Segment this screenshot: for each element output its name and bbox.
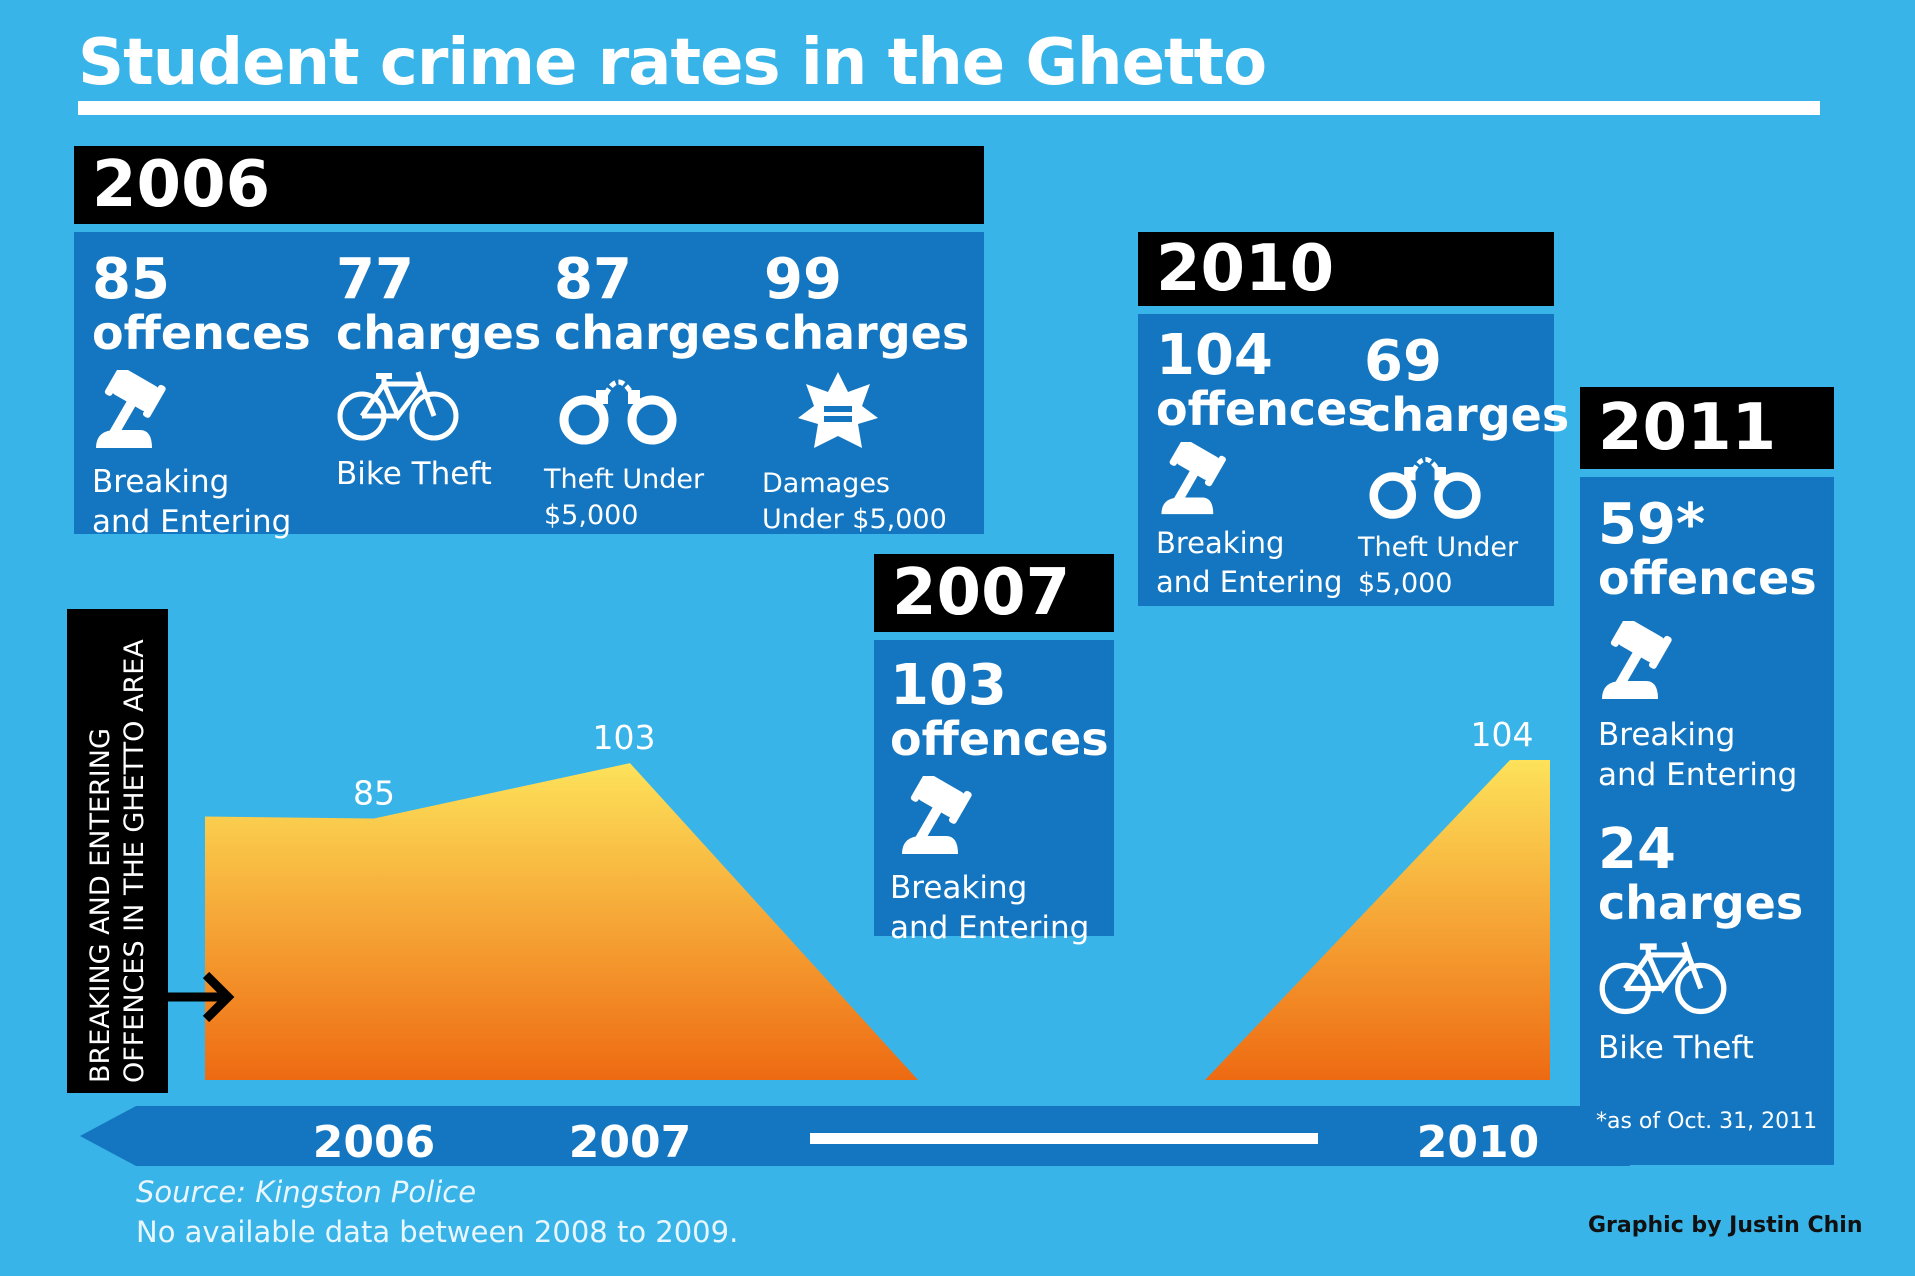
data-gap-note: No available data between 2008 to 2009. <box>136 1215 739 1249</box>
value-label-2010: 104 <box>1471 715 1534 754</box>
year-header-2007: 2007 <box>874 554 1114 632</box>
data-gap-line <box>810 1133 1318 1144</box>
bicycle-icon <box>1599 941 1727 1015</box>
stat-unit: offences <box>1598 551 1817 605</box>
source-note: Source: Kingston Police <box>136 1175 477 1209</box>
gavel-icon <box>902 776 972 854</box>
stat-2006-offences: 85 offences Breaking and Entering <box>92 252 311 543</box>
year-header-2011: 2011 <box>1580 387 1834 469</box>
panel-2007: 103 offences Breaking and Entering <box>874 640 1114 946</box>
gavel-icon <box>96 370 166 448</box>
value-label-2006: 85 <box>353 773 395 812</box>
stat-caption-2: $5,000 <box>544 500 639 532</box>
stat-caption-1: Breaking <box>1598 717 1736 753</box>
stat-value: 69 <box>1364 329 1442 394</box>
year-2006-label: 2006 <box>92 148 271 222</box>
stat-caption-1: Theft Under <box>1358 532 1519 563</box>
area-2010 <box>1205 760 1550 1080</box>
stat-unit: charges <box>1598 876 1804 930</box>
stat-value: 59* <box>1598 492 1706 557</box>
stat-value: 24 <box>1598 817 1676 882</box>
stat-caption-2: and Entering <box>1598 757 1798 794</box>
arrow-right-icon <box>168 971 235 1023</box>
stat-caption-1: Damages <box>762 468 890 499</box>
stat-caption-1: Theft Under <box>544 464 705 495</box>
stat-value: 77 <box>336 247 414 312</box>
stat-value: 104 <box>1156 323 1273 388</box>
bicycle-icon <box>337 371 459 441</box>
stat-caption-2: and Entering <box>890 910 1090 947</box>
stat-caption-1: Breaking <box>92 464 230 500</box>
year-header-2006: 2006 <box>74 146 984 224</box>
page-title: Student crime rates in the Ghetto <box>78 26 1267 100</box>
panel-2006: 85 offences Breaking and Entering 77 cha… <box>74 232 984 540</box>
stat-caption-2: and Entering <box>1156 565 1343 600</box>
year-header-2010: 2010 <box>1138 232 1554 306</box>
stat-unit: charges <box>336 306 542 360</box>
stat-unit: offences <box>1156 382 1375 436</box>
stat-2011-bike: 24 charges Bike Theft <box>1598 822 1803 1068</box>
title-underline <box>78 101 1820 115</box>
handcuffs-icon <box>1369 457 1481 519</box>
stat-value: 85 <box>92 247 170 312</box>
year-2011-label: 2011 <box>1598 391 1777 465</box>
stat-caption-2: $5,000 <box>1358 568 1453 600</box>
y-axis-label: BREAKING AND ENTERING OFFENCES IN THE GH… <box>67 609 168 1093</box>
stat-unit: charges <box>764 306 970 360</box>
y-label-line-1: BREAKING AND ENTERING <box>84 728 116 1083</box>
stat-value: 99 <box>764 247 842 312</box>
x-tick-2010: 2010 <box>1417 1117 1539 1168</box>
panel-2010: 104 offences Breaking and Entering 69 ch… <box>1138 314 1569 606</box>
year-2007-label: 2007 <box>892 556 1071 630</box>
value-label-2007: 103 <box>593 718 656 757</box>
stat-2010-offences: 104 offences Breaking and Entering <box>1156 328 1375 602</box>
stat-caption-2: Under $5,000 <box>762 504 947 536</box>
stat-unit: offences <box>92 306 311 360</box>
gavel-icon <box>1602 621 1672 699</box>
stat-unit: offences <box>890 712 1109 766</box>
stat-caption-1: Breaking <box>1156 526 1285 560</box>
stat-caption-1: Bike Theft <box>1598 1030 1754 1066</box>
footnote-as-of: *as of Oct. 31, 2011 <box>1596 1109 1818 1134</box>
x-tick-2007: 2007 <box>569 1117 691 1168</box>
stat-unit: charges <box>554 306 760 360</box>
area-2006-2007 <box>205 763 918 1080</box>
stat-caption-1: Bike Theft <box>336 456 492 492</box>
stat-caption-1: Breaking <box>890 870 1028 906</box>
handcuffs-icon <box>559 379 677 445</box>
stat-2006-damages: 99 charges Damages Under $5,000 <box>762 252 969 539</box>
gavel-icon <box>1161 442 1226 515</box>
x-tick-2006: 2006 <box>313 1117 435 1168</box>
panel-2011: 59* offences Breaking and Entering 24 ch… <box>1580 477 1834 1165</box>
stat-2006-bike: 77 charges Bike Theft <box>336 252 541 494</box>
graphic-credit: Graphic by Justin Chin <box>1588 1213 1863 1238</box>
stat-value: 103 <box>890 653 1007 718</box>
stat-unit: charges <box>1364 388 1570 442</box>
stat-2011-offences: 59* offences Breaking and Entering <box>1598 497 1817 796</box>
stat-2010-theft: 69 charges Theft Under $5,000 <box>1358 329 1570 603</box>
stat-value: 87 <box>554 247 632 312</box>
stat-caption-2: and Entering <box>92 504 292 541</box>
stat-2007-offences: 103 offences Breaking and Entering <box>890 658 1109 949</box>
badge-icon <box>798 372 878 448</box>
year-2010-label: 2010 <box>1156 232 1335 306</box>
stat-2006-theft: 87 charges Theft Under $5,000 <box>544 252 759 535</box>
y-label-line-2: OFFENCES IN THE GHETTO AREA <box>118 639 150 1083</box>
